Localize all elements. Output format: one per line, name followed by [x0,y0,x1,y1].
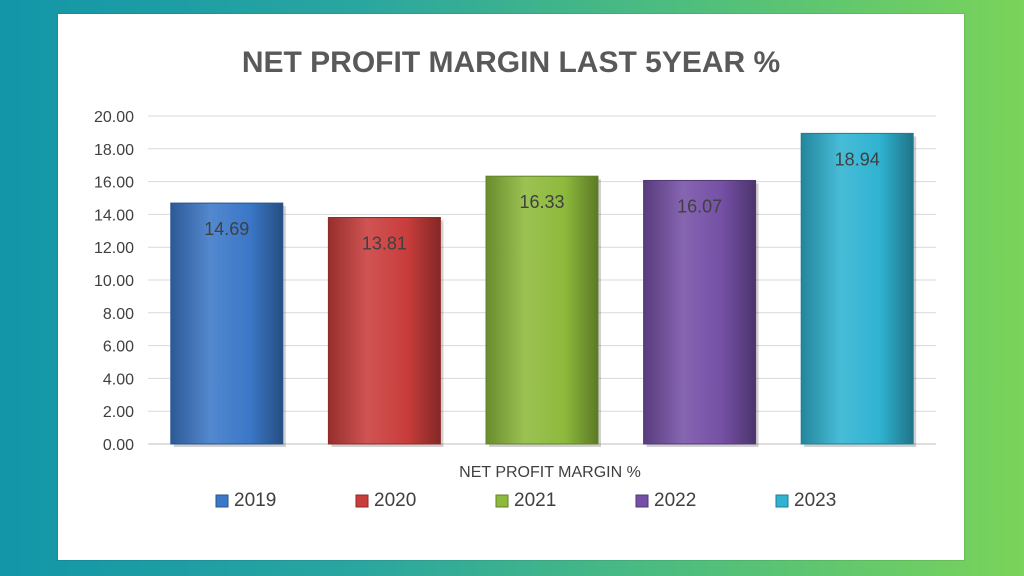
data-label-2021: 16.33 [519,192,564,212]
bars [170,132,917,448]
legend-swatch-2021 [495,494,509,508]
bar-chart: NET PROFIT MARGIN LAST 5YEAR % 0.00 2.00 4… [94,46,936,511]
y-tick-label: 14.00 [94,207,134,224]
bar-2023 [800,132,914,445]
legend-swatch-2020 [355,494,369,508]
legend-label-2023: 2023 [794,490,836,511]
legend-label-2020: 2020 [374,490,416,511]
legend-label-2022: 2022 [654,490,696,511]
y-tick-label: 2.00 [103,404,134,421]
y-axis: 0.00 2.00 4.00 6.00 8.00 10.00 12.00 14.00 16.00… [94,109,134,454]
y-tick-label: 8.00 [103,306,134,323]
data-label-2020: 13.81 [362,234,407,254]
legend-swatch-2023 [775,494,789,508]
bar-2019 [170,202,284,445]
y-tick-label: 0.00 [103,437,134,454]
data-label-2022: 16.07 [677,196,722,216]
data-label-2019: 14.69 [204,219,249,239]
chart-card: NET PROFIT MARGIN LAST 5YEAR % 0.00 2.00 4… [58,14,964,560]
y-tick-label: 16.00 [94,175,134,192]
bar-2022 [643,179,757,445]
y-tick-label: 18.00 [94,142,134,159]
data-label-2023: 18.94 [835,149,880,169]
legend-label-2019: 2019 [234,490,276,511]
y-tick-label: 12.00 [94,240,134,257]
y-tick-label: 6.00 [103,339,134,356]
y-tick-label: 20.00 [94,109,134,126]
legend-label-2021: 2021 [514,490,556,511]
data-labels: 14.69 13.81 16.33 16.07 18.94 [204,149,879,253]
legend-swatch-2019 [215,494,229,508]
legend: 2019 2020 2021 2022 2023 [215,490,836,511]
bar-2020 [327,217,441,445]
x-axis-label: NET PROFIT MARGIN % [459,464,641,481]
legend-swatch-2022 [635,494,649,508]
chart-title: NET PROFIT MARGIN LAST 5YEAR % [242,46,780,79]
y-tick-label: 4.00 [103,371,134,388]
bar-2021 [485,175,599,445]
y-tick-label: 10.00 [94,273,134,290]
